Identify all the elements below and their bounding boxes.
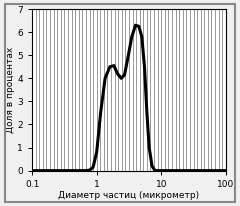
Y-axis label: Доля в процентах: Доля в процентах (6, 47, 15, 133)
X-axis label: Диаметр частиц (микрометр): Диаметр частиц (микрометр) (58, 191, 199, 200)
